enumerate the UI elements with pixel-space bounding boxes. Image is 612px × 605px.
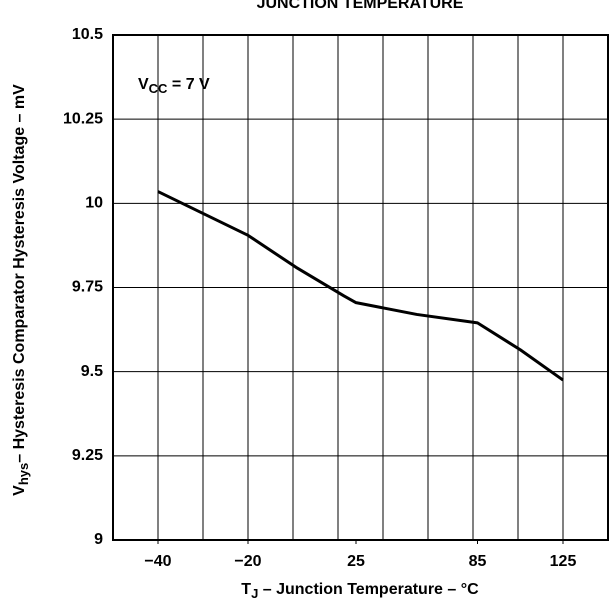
annotation: VCC = 7 V [138,76,210,96]
annotation-main: V [138,76,149,93]
data-line [157,190,564,382]
y-tick-label: 10.25 [63,110,103,127]
x-label-main: T [241,581,251,598]
x-tick-label: 125 [550,553,577,570]
y-label-sub: hys [16,463,31,485]
plot-frame [112,34,609,541]
x-tick-label: −40 [144,553,171,570]
x-tick-label: 25 [347,553,365,570]
x-tick-label: −20 [234,553,261,570]
y-tick-label: 10.5 [72,26,103,43]
y-tick-label: 10 [85,195,103,212]
y-label-rest: – Hysteresis Comparator Hysteresis Volta… [11,84,28,463]
y-tick-label: 9 [94,531,103,548]
x-axis-label: TJ – Junction Temperature – °C [241,581,479,601]
y-tick-label: 9.25 [72,447,103,464]
x-label-rest: – Junction Temperature – °C [258,581,479,598]
y-axis-label: Vhys– Hysteresis Comparator Hysteresis V… [11,84,31,496]
y-label-main: V [11,485,28,496]
chart-title: JUNCTION TEMPERATURE [257,0,464,12]
x-label-sub: J [251,586,258,601]
x-tick-label: 85 [469,553,487,570]
annotation-rest: = 7 V [167,76,210,93]
y-tick-label: 9.75 [72,279,103,296]
y-tick-label: 9.5 [81,363,103,380]
